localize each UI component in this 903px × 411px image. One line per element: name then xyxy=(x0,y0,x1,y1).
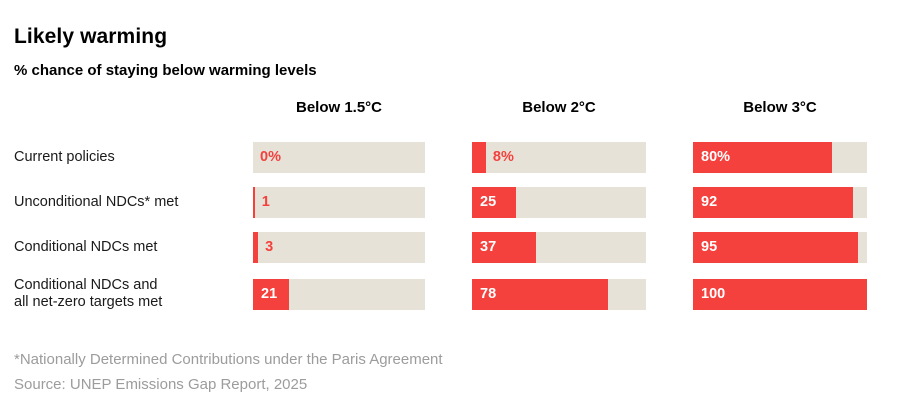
chart-footer: *Nationally Determined Contributions und… xyxy=(14,347,889,397)
chart-row: Conditional NDCs and all net-zero target… xyxy=(14,277,889,311)
page-title: Likely warming xyxy=(14,25,168,48)
bar-value: 78 xyxy=(480,285,497,302)
row-label: Conditional NDCs met xyxy=(14,239,158,255)
bar-fill xyxy=(472,142,486,173)
footnote-text: *Nationally Determined Contributions und… xyxy=(14,351,443,368)
bar-value: 100 xyxy=(701,285,726,302)
bar-track: 21 xyxy=(253,278,425,310)
bar-track: 80% xyxy=(693,142,867,173)
bar-track: 78 xyxy=(472,278,646,310)
bar-fill xyxy=(472,232,537,263)
row-label: Unconditional NDCs* met xyxy=(14,194,179,210)
bar-fill xyxy=(693,232,859,263)
chart-card: Likely warming % chance of staying below… xyxy=(14,25,889,397)
bar-fill xyxy=(693,278,867,310)
column-header-row: Below 1.5°C Below 2°C Below 3°C xyxy=(14,99,889,117)
column-header-below-3c: Below 3°C xyxy=(743,99,817,116)
chart-row: Current policies 0% 8% 80% xyxy=(14,142,889,173)
bar-track: 0% xyxy=(253,142,425,173)
bar-value: 0% xyxy=(260,149,281,165)
bar-track: 37 xyxy=(472,232,646,263)
bar-value: 92 xyxy=(701,194,718,210)
bar-value: 80% xyxy=(701,149,731,165)
bar-track: 3 xyxy=(253,232,425,263)
chart-grid: Current policies 0% 8% 80% Unconditional NDC… xyxy=(14,142,889,311)
bar-fill xyxy=(253,232,259,263)
bar-fill xyxy=(472,278,608,310)
row-label: Conditional NDCs and all net-zero target… xyxy=(14,277,163,310)
bar-fill xyxy=(472,187,516,218)
bar-value: 1 xyxy=(261,194,270,210)
bar-fill xyxy=(253,278,290,310)
column-header-below-2c: Below 2°C xyxy=(522,99,596,116)
chart-subtitle: % chance of staying below warming levels xyxy=(14,62,317,79)
bar-fill xyxy=(253,187,255,218)
bar-track: 95 xyxy=(693,232,867,263)
bar-value: 21 xyxy=(261,285,278,302)
bar-fill xyxy=(693,187,854,218)
row-label: Current policies xyxy=(14,149,115,165)
bar-value: 25 xyxy=(480,194,497,210)
source-text: Source: UNEP Emissions Gap Report, 2025 xyxy=(14,376,308,393)
chart-row: Unconditional NDCs* met 1 25 92 xyxy=(14,187,889,218)
bar-value: 3 xyxy=(265,239,274,255)
bar-fill xyxy=(693,142,833,173)
bar-track: 92 xyxy=(693,187,867,218)
bar-track: 8% xyxy=(472,142,646,173)
bar-value: 8% xyxy=(492,149,514,165)
bar-track: 1 xyxy=(253,187,425,218)
bar-track: 25 xyxy=(472,187,646,218)
chart-row: Conditional NDCs met 3 37 95 xyxy=(14,232,889,263)
bar-value: 37 xyxy=(480,239,497,255)
bar-track: 100 xyxy=(693,278,867,310)
column-header-below-1-5c: Below 1.5°C xyxy=(295,99,383,116)
bar-value: 95 xyxy=(701,239,718,255)
